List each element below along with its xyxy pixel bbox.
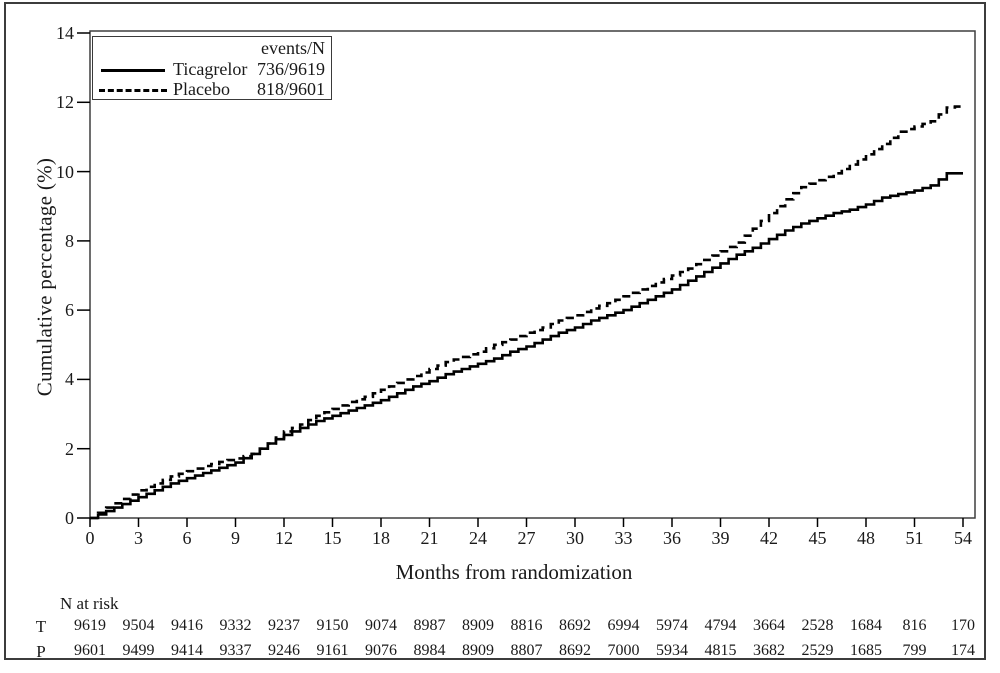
x-tick-label: 33 bbox=[614, 528, 633, 548]
n-at-risk-count: 9337 bbox=[219, 642, 252, 659]
x-tick-label: 21 bbox=[420, 528, 439, 548]
n-at-risk-count: 9504 bbox=[122, 617, 155, 634]
y-axis-title: Cumulative percentage (%) bbox=[32, 157, 57, 397]
solid-line-sample bbox=[101, 69, 165, 72]
x-tick-label: 0 bbox=[85, 528, 95, 548]
n-at-risk-count: 799 bbox=[902, 642, 927, 659]
n-at-risk-count: 2528 bbox=[801, 617, 834, 634]
x-tick-label: 36 bbox=[663, 528, 681, 548]
ticagrelor-curve bbox=[90, 172, 963, 520]
y-tick-label: 8 bbox=[65, 230, 74, 251]
n-at-risk-count: 2529 bbox=[801, 642, 834, 659]
n-at-risk-count: 174 bbox=[951, 642, 975, 659]
y-tick-label: 12 bbox=[56, 92, 74, 113]
n-at-risk-count: 9332 bbox=[219, 617, 252, 634]
n-at-risk-count: 1684 bbox=[850, 617, 882, 634]
n-at-risk-count: 8909 bbox=[462, 617, 494, 634]
y-tick-label: 0 bbox=[65, 508, 74, 528]
x-tick-label: 48 bbox=[857, 528, 875, 548]
n-at-risk-row-label: P bbox=[36, 642, 46, 661]
x-axis-title: Months from randomization bbox=[395, 560, 633, 584]
y-tick-label: 14 bbox=[56, 23, 74, 43]
x-tick-label: 6 bbox=[182, 528, 192, 548]
n-at-risk-count: 5934 bbox=[656, 642, 688, 659]
n-at-risk-count: 3682 bbox=[753, 642, 785, 659]
x-tick-label: 18 bbox=[372, 528, 390, 548]
legend-label-placebo: Placebo bbox=[173, 79, 230, 99]
legend: events/N Ticagrelor 736/9619 Placebo 818… bbox=[92, 36, 332, 100]
n-at-risk-count: 9150 bbox=[316, 617, 349, 634]
n-at-risk-count: 9416 bbox=[171, 617, 203, 634]
n-at-risk-count: 9619 bbox=[74, 617, 106, 634]
x-tick-label: 39 bbox=[711, 528, 730, 548]
axis-tick-marks bbox=[77, 32, 964, 527]
plot-frame bbox=[89, 30, 976, 519]
n-at-risk-count: 7000 bbox=[607, 642, 640, 659]
n-at-risk-count: 9246 bbox=[268, 642, 300, 659]
n-at-risk-count: 3664 bbox=[753, 617, 785, 634]
x-tick-label: 12 bbox=[275, 528, 293, 548]
dashed-line-sample bbox=[99, 89, 167, 92]
x-tick-label: 27 bbox=[517, 528, 536, 548]
n-at-risk-count: 6994 bbox=[607, 617, 640, 634]
x-tick-label: 30 bbox=[566, 528, 584, 548]
y-tick-label: 4 bbox=[65, 369, 74, 390]
n-at-risk-count: 9076 bbox=[365, 642, 397, 659]
y-tick-label: 6 bbox=[65, 300, 74, 321]
n-at-risk-count: 8987 bbox=[413, 617, 446, 634]
n-at-risk-count: 5974 bbox=[656, 617, 688, 634]
n-at-risk-count: 816 bbox=[902, 617, 927, 634]
x-tick-label: 54 bbox=[954, 528, 972, 548]
x-tick-label: 51 bbox=[905, 528, 924, 548]
n-at-risk-count: 8816 bbox=[510, 617, 543, 634]
n-at-risk-count: 9414 bbox=[171, 642, 203, 659]
legend-value-placebo: 818/9601 bbox=[256, 79, 325, 99]
n-at-risk-count: 9499 bbox=[122, 642, 155, 659]
n-at-risk-count: 170 bbox=[951, 617, 975, 634]
n-at-risk-count: 4794 bbox=[704, 617, 737, 634]
n-at-risk-title: N at risk bbox=[60, 594, 119, 613]
n-at-risk-count: 9601 bbox=[74, 642, 106, 659]
x-tick-label: 9 bbox=[231, 528, 240, 548]
x-tick-label: 42 bbox=[760, 528, 778, 548]
placebo-curve bbox=[90, 105, 965, 520]
n-at-risk-count: 8692 bbox=[559, 617, 591, 634]
x-tick-label: 24 bbox=[469, 528, 487, 548]
legend-value-ticagrelor: 736/9619 bbox=[256, 59, 325, 79]
legend-label-ticagrelor: Ticagrelor bbox=[173, 59, 248, 79]
x-tick-label: 15 bbox=[323, 528, 342, 548]
n-at-risk-count: 1685 bbox=[850, 642, 882, 659]
x-tick-label: 3 bbox=[134, 528, 143, 548]
n-at-risk-count: 4815 bbox=[704, 642, 737, 659]
y-tick-label: 10 bbox=[56, 161, 74, 182]
n-at-risk-count: 9074 bbox=[365, 617, 397, 634]
n-at-risk-row-label: T bbox=[35, 617, 47, 636]
y-tick-label: 2 bbox=[65, 438, 74, 459]
n-at-risk-count: 9161 bbox=[316, 642, 349, 659]
n-at-risk-count: 9237 bbox=[268, 617, 300, 634]
legend-header: events/N bbox=[261, 38, 325, 58]
n-at-risk-count: 8909 bbox=[462, 642, 494, 659]
n-at-risk-count: 8984 bbox=[413, 642, 446, 659]
n-at-risk-count: 8692 bbox=[559, 642, 591, 659]
n-at-risk-count: 8807 bbox=[510, 642, 543, 659]
x-tick-label: 45 bbox=[808, 528, 827, 548]
